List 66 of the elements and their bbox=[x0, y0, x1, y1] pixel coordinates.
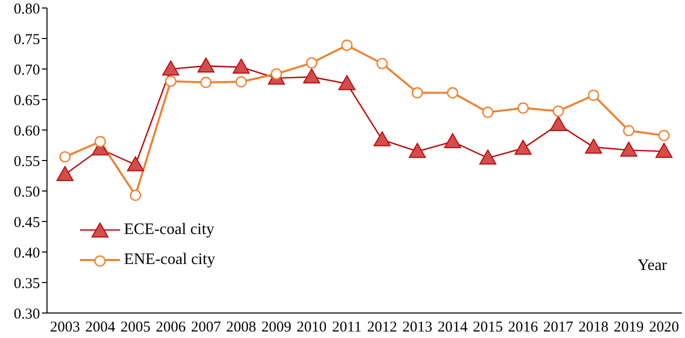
point bbox=[412, 87, 424, 98]
x-tick-label: 2016 bbox=[508, 320, 539, 336]
y-tick-label: 0.55 bbox=[14, 154, 40, 170]
point bbox=[56, 166, 74, 182]
point bbox=[232, 58, 250, 74]
x-tick-label: 2012 bbox=[367, 320, 398, 336]
point bbox=[59, 151, 71, 162]
y-tick-label: 0.80 bbox=[14, 1, 40, 18]
point bbox=[446, 87, 458, 98]
point bbox=[376, 58, 388, 70]
point bbox=[514, 140, 532, 155]
point bbox=[270, 68, 282, 80]
point bbox=[656, 142, 672, 158]
point bbox=[338, 75, 356, 90]
point bbox=[550, 116, 567, 132]
point bbox=[94, 136, 106, 148]
point bbox=[620, 142, 638, 157]
point bbox=[130, 190, 142, 201]
legend-label: ENE-coal city bbox=[124, 251, 216, 269]
point bbox=[236, 76, 247, 88]
point bbox=[200, 76, 212, 88]
x-tick-label: 2013 bbox=[402, 320, 432, 336]
point bbox=[588, 90, 600, 101]
point bbox=[197, 57, 214, 72]
point bbox=[585, 138, 602, 154]
x-tick-label: 2018 bbox=[578, 320, 609, 336]
y-tick-label: 0.50 bbox=[14, 184, 40, 200]
x-tick-label: 2015 bbox=[472, 320, 503, 336]
x-tick-label: 2020 bbox=[649, 320, 679, 336]
point bbox=[374, 131, 391, 146]
x-tick-label: 2008 bbox=[226, 320, 256, 336]
y-tick-label: 0.60 bbox=[14, 123, 40, 140]
x-tick-label: 2011 bbox=[332, 320, 362, 336]
point bbox=[479, 150, 496, 165]
y-tick-label: 0.40 bbox=[14, 245, 40, 262]
point bbox=[408, 142, 426, 158]
x-axis-title: Year bbox=[638, 257, 667, 275]
y-tick-label: 0.35 bbox=[14, 276, 40, 292]
point bbox=[444, 133, 462, 148]
y-tick-label: 0.75 bbox=[14, 32, 40, 48]
x-tick-label: 2017 bbox=[543, 320, 574, 336]
point bbox=[126, 156, 144, 172]
x-tick-label: 2007 bbox=[190, 320, 222, 336]
point bbox=[165, 76, 176, 87]
x-tick-label: 2019 bbox=[614, 320, 644, 336]
point bbox=[306, 57, 318, 69]
y-tick-label: 0.65 bbox=[14, 92, 40, 109]
y-tick-label: 0.45 bbox=[14, 214, 40, 231]
point bbox=[552, 105, 564, 117]
x-tick-label: 2014 bbox=[438, 320, 468, 336]
x-tick-label: 2004 bbox=[85, 320, 116, 336]
y-tick-label: 0.30 bbox=[14, 306, 40, 322]
point bbox=[623, 124, 634, 136]
point bbox=[303, 68, 320, 84]
point bbox=[341, 40, 353, 51]
x-tick-label: 2006 bbox=[156, 320, 186, 336]
y-tick-label: 0.70 bbox=[14, 62, 40, 78]
x-tick-label: 2003 bbox=[50, 320, 80, 336]
x-tick-label: 2010 bbox=[296, 320, 327, 336]
point bbox=[482, 106, 494, 118]
point bbox=[162, 60, 180, 76]
x-tick-label: 2009 bbox=[261, 320, 292, 336]
point bbox=[517, 102, 529, 114]
x-tick-label: 2005 bbox=[120, 320, 150, 336]
point bbox=[658, 130, 670, 142]
legend-label: ECE-coal city bbox=[124, 221, 214, 239]
